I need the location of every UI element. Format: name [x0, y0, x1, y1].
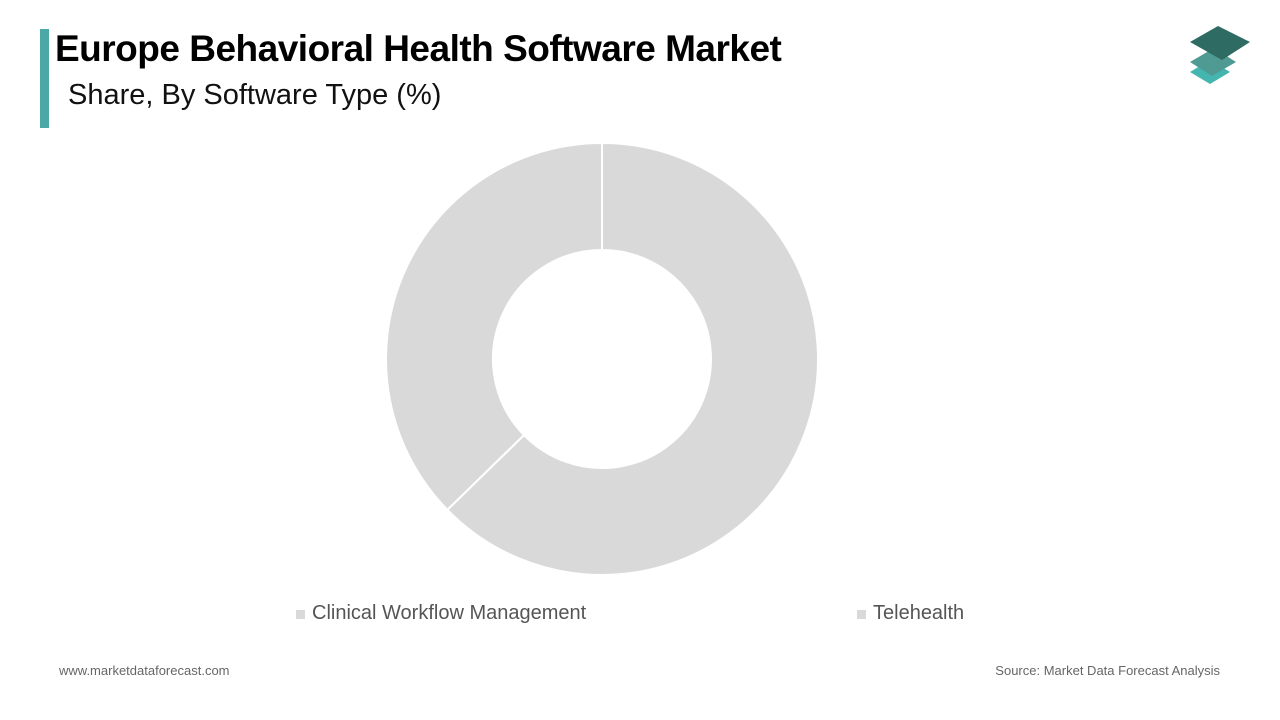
website-link[interactable]: www.marketdataforecast.com [59, 663, 230, 678]
chart-subtitle: Share, By Software Type (%) [68, 79, 442, 111]
title-accent-bar [40, 29, 49, 128]
legend-swatch [296, 610, 305, 619]
page-title: Europe Behavioral Health Software Market [55, 28, 782, 69]
donut-slice-telehealth [385, 141, 603, 512]
stacked-layers-icon [1190, 26, 1250, 84]
legend-item-telehealth: Telehealth [857, 602, 964, 625]
legend-item-clinical-workflow-management: Clinical Workflow Management [296, 602, 586, 625]
legend-label: Clinical Workflow Management [312, 602, 587, 624]
source-note: Source: Market Data Forecast Analysis [995, 663, 1220, 678]
legend-swatch [857, 610, 866, 619]
legend-label: Telehealth [873, 602, 965, 624]
donut-slice-clinical-workflow-management [445, 141, 819, 576]
